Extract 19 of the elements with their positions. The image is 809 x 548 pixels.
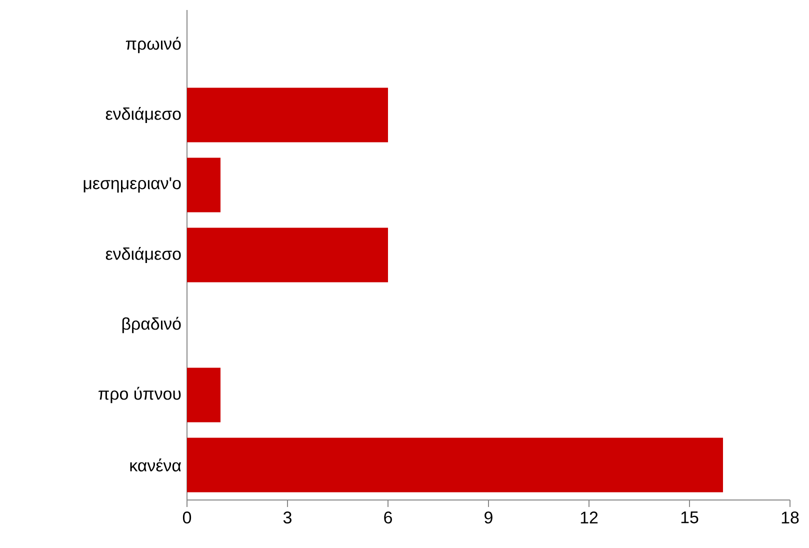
bar: [187, 158, 220, 212]
x-tick-label: 0: [182, 512, 192, 524]
y-tick-label: πρωινό: [126, 36, 181, 54]
x-tick-label: 3: [283, 512, 292, 524]
bar: [187, 228, 388, 282]
x-tick-label: 9: [484, 512, 492, 524]
y-tick-label: μεσημεριαν'ο: [84, 177, 181, 193]
x-tick-label: 15: [681, 512, 698, 524]
y-tick-label: ενδιάμεσο: [106, 246, 181, 264]
x-tick-label: 12: [580, 512, 598, 524]
y-tick-label: ενδιάμεσο: [106, 106, 181, 124]
x-tick-label: 18: [782, 512, 799, 524]
y-tick-label: κανένα: [130, 458, 181, 472]
x-tick-label: 6: [384, 512, 392, 524]
y-tick-label: προ ύπνου: [98, 386, 181, 404]
bar: [187, 88, 388, 142]
y-tick-label: βραδινό: [122, 316, 181, 334]
bar: [187, 368, 220, 422]
bar: [187, 438, 724, 492]
